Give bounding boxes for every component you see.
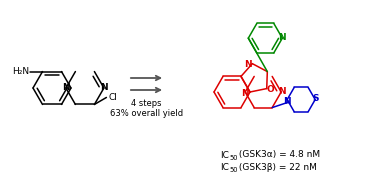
Text: (GSK3β) = 22 nM: (GSK3β) = 22 nM bbox=[236, 163, 317, 172]
Text: N: N bbox=[100, 83, 108, 92]
Text: 63% overall yield: 63% overall yield bbox=[110, 108, 183, 117]
Text: 50: 50 bbox=[229, 155, 238, 161]
Text: N: N bbox=[278, 87, 286, 96]
Text: 50: 50 bbox=[229, 167, 238, 174]
Text: O: O bbox=[267, 85, 274, 94]
Text: IC: IC bbox=[220, 150, 229, 159]
Text: N: N bbox=[62, 83, 70, 92]
Text: 4 steps: 4 steps bbox=[131, 98, 162, 108]
Text: N: N bbox=[284, 97, 291, 106]
Text: N: N bbox=[279, 33, 286, 42]
Text: S: S bbox=[312, 94, 318, 103]
Text: H₂N: H₂N bbox=[12, 67, 29, 76]
Text: (GSK3α) = 4.8 nM: (GSK3α) = 4.8 nM bbox=[236, 150, 320, 159]
Text: IC: IC bbox=[220, 163, 229, 172]
Text: N: N bbox=[242, 89, 249, 98]
Text: Cl: Cl bbox=[108, 93, 117, 102]
Text: N: N bbox=[245, 60, 252, 69]
